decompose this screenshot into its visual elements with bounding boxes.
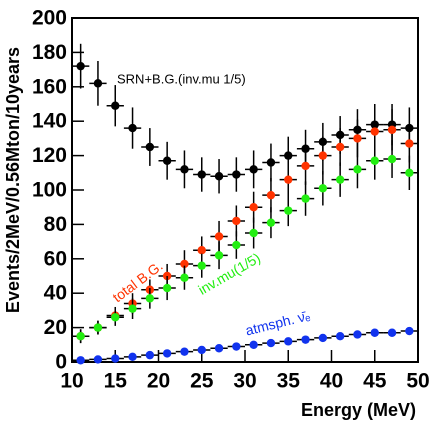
data-point: [232, 170, 241, 179]
data-point: [128, 123, 137, 133]
data-point: [387, 328, 397, 337]
data-point: [353, 134, 362, 143]
x-tick-label: 25: [190, 370, 214, 393]
data-point: [197, 170, 206, 179]
data-point: [266, 158, 276, 167]
data-point: [249, 228, 258, 238]
data-point: [214, 232, 224, 241]
data-point: [180, 259, 189, 269]
data-point: [335, 332, 345, 341]
series-label: SRN+B.G.(inv.mu 1/5): [117, 71, 246, 86]
x-tick-label: 15: [104, 370, 128, 393]
data-point: [128, 304, 137, 313]
data-point: [93, 355, 103, 364]
x-tick-label: 30: [233, 370, 256, 393]
data-point: [266, 338, 276, 348]
data-point: [145, 294, 155, 303]
data-point: [232, 240, 241, 250]
data-point: [284, 337, 293, 346]
data-point: [370, 156, 379, 165]
data-point: [405, 139, 414, 148]
x-axis-label: Energy (MeV): [301, 400, 416, 420]
x-tick-label: 20: [147, 370, 170, 393]
y-tick-label: 80: [44, 213, 67, 236]
data-point: [266, 218, 276, 227]
series-label: atmsph. ν̄ₑ: [244, 307, 312, 338]
y-tick-label: 160: [32, 75, 67, 98]
y-tick-label: 20: [44, 316, 67, 339]
data-point: [249, 165, 258, 174]
x-tick-label: 45: [363, 370, 387, 393]
data-point: [76, 61, 85, 71]
x-tick-label: 10: [60, 370, 83, 393]
y-tick-label: 180: [32, 41, 67, 64]
data-point: [76, 356, 85, 365]
data-point: [145, 142, 155, 152]
series-label: inv.mu(1/5): [195, 249, 263, 297]
data-point: [162, 349, 172, 358]
data-point: [111, 101, 120, 110]
data-point: [128, 352, 137, 362]
data-point: [335, 142, 345, 152]
data-point: [111, 313, 120, 322]
data-point: [214, 172, 224, 181]
x-tick-label: 35: [277, 370, 301, 393]
plot-frame: [71, 17, 419, 363]
x-tick-label: 50: [406, 370, 429, 393]
data-point: [387, 125, 397, 134]
data-point: [162, 283, 172, 293]
data-point: [318, 151, 328, 160]
y-tick-label: 120: [32, 144, 67, 167]
data-point: [335, 175, 345, 184]
data-point: [301, 335, 310, 344]
data-point: [232, 216, 241, 226]
x-tick-label: 40: [320, 370, 343, 393]
data-point: [76, 332, 85, 341]
data-point: [197, 345, 206, 355]
data-point: [145, 350, 155, 360]
data-point: [111, 354, 120, 363]
data-point: [284, 175, 293, 184]
data-point: [370, 328, 379, 337]
data-point: [387, 154, 397, 164]
y-tick-label: 140: [32, 110, 67, 133]
data-point: [353, 165, 362, 174]
data-point: [93, 323, 103, 332]
y-tick-label: 200: [32, 7, 67, 30]
y-axis-label: Events/2MeV/0.56Mton/10years: [3, 47, 23, 313]
data-point: [93, 79, 103, 88]
y-tick-label: 0: [55, 351, 67, 374]
data-point: [197, 261, 206, 270]
data-point: [318, 184, 328, 193]
data-point: [353, 330, 362, 339]
data-point: [232, 342, 241, 351]
data-point: [370, 127, 379, 136]
data-point: [180, 273, 189, 282]
data-point: [214, 344, 224, 353]
y-tick-label: 40: [44, 282, 67, 305]
data-point: [284, 151, 293, 160]
y-tick-label: 100: [32, 179, 67, 202]
data-point: [266, 190, 276, 200]
data-point: [162, 156, 172, 165]
data-point: [249, 203, 258, 212]
data-point: [249, 340, 258, 349]
data-point: [318, 333, 328, 343]
data-point: [405, 326, 414, 336]
data-point: [284, 206, 293, 215]
data-point: [301, 161, 310, 171]
data-point: [214, 251, 224, 260]
data-point: [301, 194, 310, 203]
data-point: [180, 347, 189, 356]
data-point: [197, 246, 206, 255]
y-tick-label: 60: [44, 247, 67, 270]
data-point: [405, 168, 414, 177]
data-point: [180, 165, 189, 174]
